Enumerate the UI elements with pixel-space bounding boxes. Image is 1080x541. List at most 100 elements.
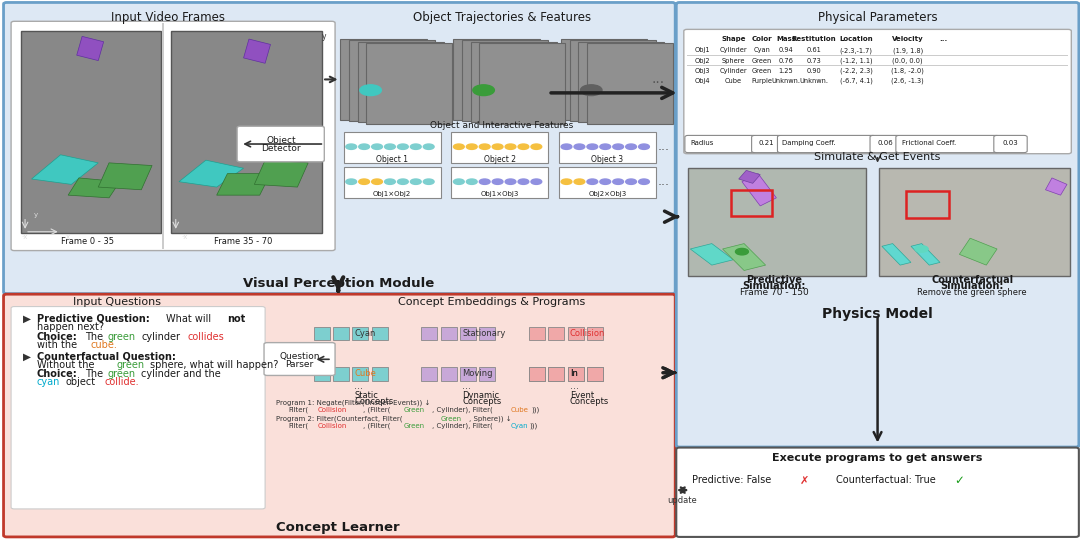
Circle shape	[599, 179, 610, 184]
Polygon shape	[882, 243, 910, 265]
Text: Moving: Moving	[462, 370, 492, 378]
Text: Execute programs to get answers: Execute programs to get answers	[772, 453, 983, 463]
Circle shape	[360, 85, 381, 96]
Text: The: The	[85, 369, 104, 379]
FancyBboxPatch shape	[3, 3, 675, 294]
Circle shape	[625, 144, 636, 149]
Circle shape	[410, 179, 421, 184]
Text: Static: Static	[354, 391, 378, 400]
Text: (-2.3,-1.7): (-2.3,-1.7)	[839, 47, 873, 54]
Bar	[549, 327, 565, 340]
Circle shape	[454, 179, 464, 184]
Text: collide.: collide.	[105, 377, 139, 387]
Circle shape	[346, 179, 356, 184]
Circle shape	[505, 179, 516, 184]
Bar	[313, 367, 329, 381]
Polygon shape	[244, 39, 270, 63]
FancyBboxPatch shape	[870, 135, 900, 153]
Text: ·x: ·x	[21, 234, 27, 240]
Text: x: x	[66, 234, 70, 240]
Text: Shape: Shape	[721, 36, 745, 42]
Text: 0.61: 0.61	[807, 48, 822, 54]
Text: ...: ...	[462, 381, 471, 391]
FancyBboxPatch shape	[752, 135, 782, 153]
Bar	[905, 191, 948, 218]
Text: cylinder and the: cylinder and the	[141, 369, 221, 379]
Bar	[586, 327, 603, 340]
Bar	[562, 39, 647, 120]
Text: Damping Coeff.: Damping Coeff.	[782, 141, 836, 147]
Polygon shape	[98, 163, 152, 190]
Bar	[460, 367, 476, 381]
Circle shape	[518, 179, 529, 184]
Text: ...: ...	[658, 140, 670, 153]
Text: 0.76: 0.76	[779, 57, 794, 64]
Text: Simulation:: Simulation:	[941, 281, 1004, 291]
Polygon shape	[68, 178, 120, 198]
Text: , Cylinder), Filter(: , Cylinder), Filter(	[432, 407, 492, 413]
FancyBboxPatch shape	[3, 294, 675, 537]
Text: sphere, what will happen?: sphere, what will happen?	[150, 360, 279, 370]
Text: Velocity: Velocity	[892, 36, 923, 42]
FancyBboxPatch shape	[238, 126, 324, 162]
Text: Dynamic: Dynamic	[462, 391, 499, 400]
Text: Cube: Cube	[725, 78, 742, 84]
Text: Location: Location	[839, 36, 873, 42]
Circle shape	[480, 179, 490, 184]
Polygon shape	[1045, 178, 1067, 195]
Text: Simulate & Get Events: Simulate & Get Events	[814, 153, 941, 162]
Text: Physics Model: Physics Model	[822, 307, 933, 321]
Bar	[549, 367, 565, 381]
Text: Color: Color	[752, 36, 772, 42]
Polygon shape	[77, 36, 104, 61]
FancyBboxPatch shape	[896, 135, 999, 153]
Text: update: update	[666, 496, 697, 505]
Text: Filter(: Filter(	[288, 407, 309, 413]
Circle shape	[454, 144, 464, 149]
Circle shape	[473, 85, 495, 96]
FancyBboxPatch shape	[684, 29, 1071, 154]
Bar	[421, 367, 437, 381]
Text: Cylinder: Cylinder	[719, 48, 747, 54]
Text: (-1.2, 1.1): (-1.2, 1.1)	[840, 57, 873, 64]
Text: Concepts: Concepts	[462, 397, 501, 406]
Text: cube.: cube.	[91, 340, 118, 351]
Text: Radius: Radius	[690, 141, 714, 147]
Bar	[460, 327, 476, 340]
Bar	[172, 31, 322, 233]
Text: Collision: Collision	[318, 407, 348, 413]
Text: (-2.2, 2.3): (-2.2, 2.3)	[839, 68, 873, 74]
Text: Cube: Cube	[354, 370, 376, 378]
Bar	[559, 131, 656, 163]
Bar	[441, 327, 457, 340]
Text: , Cylinder), Filter(: , Cylinder), Filter(	[432, 423, 492, 430]
Circle shape	[915, 246, 928, 252]
Text: Without the: Without the	[37, 360, 94, 370]
Bar	[586, 367, 603, 381]
Circle shape	[384, 179, 395, 184]
Bar	[471, 42, 557, 122]
Circle shape	[359, 144, 369, 149]
Text: Filter(: Filter(	[288, 423, 309, 430]
Text: Question: Question	[280, 352, 320, 361]
FancyBboxPatch shape	[994, 135, 1027, 153]
Circle shape	[372, 144, 382, 149]
Circle shape	[492, 179, 503, 184]
Text: , Sphere)) ↓: , Sphere)) ↓	[469, 415, 511, 422]
Text: Frame 70 - 150: Frame 70 - 150	[740, 287, 809, 296]
Text: (-6.7, 4.1): (-6.7, 4.1)	[839, 78, 873, 84]
Text: 0.90: 0.90	[807, 68, 822, 74]
Bar	[352, 367, 368, 381]
Circle shape	[575, 179, 584, 184]
Text: Object 2: Object 2	[484, 155, 516, 163]
Text: Cyan: Cyan	[354, 329, 376, 338]
Text: 1.25: 1.25	[779, 68, 794, 74]
Text: ▶: ▶	[23, 352, 31, 361]
Text: Object and Interactive Features: Object and Interactive Features	[430, 121, 573, 130]
Text: Program 2: Filter(Counterfact, Filter(: Program 2: Filter(Counterfact, Filter(	[275, 415, 403, 422]
Text: Object 1: Object 1	[376, 155, 408, 163]
Circle shape	[397, 144, 408, 149]
Bar	[586, 367, 603, 381]
Bar	[578, 42, 664, 122]
Circle shape	[384, 144, 395, 149]
